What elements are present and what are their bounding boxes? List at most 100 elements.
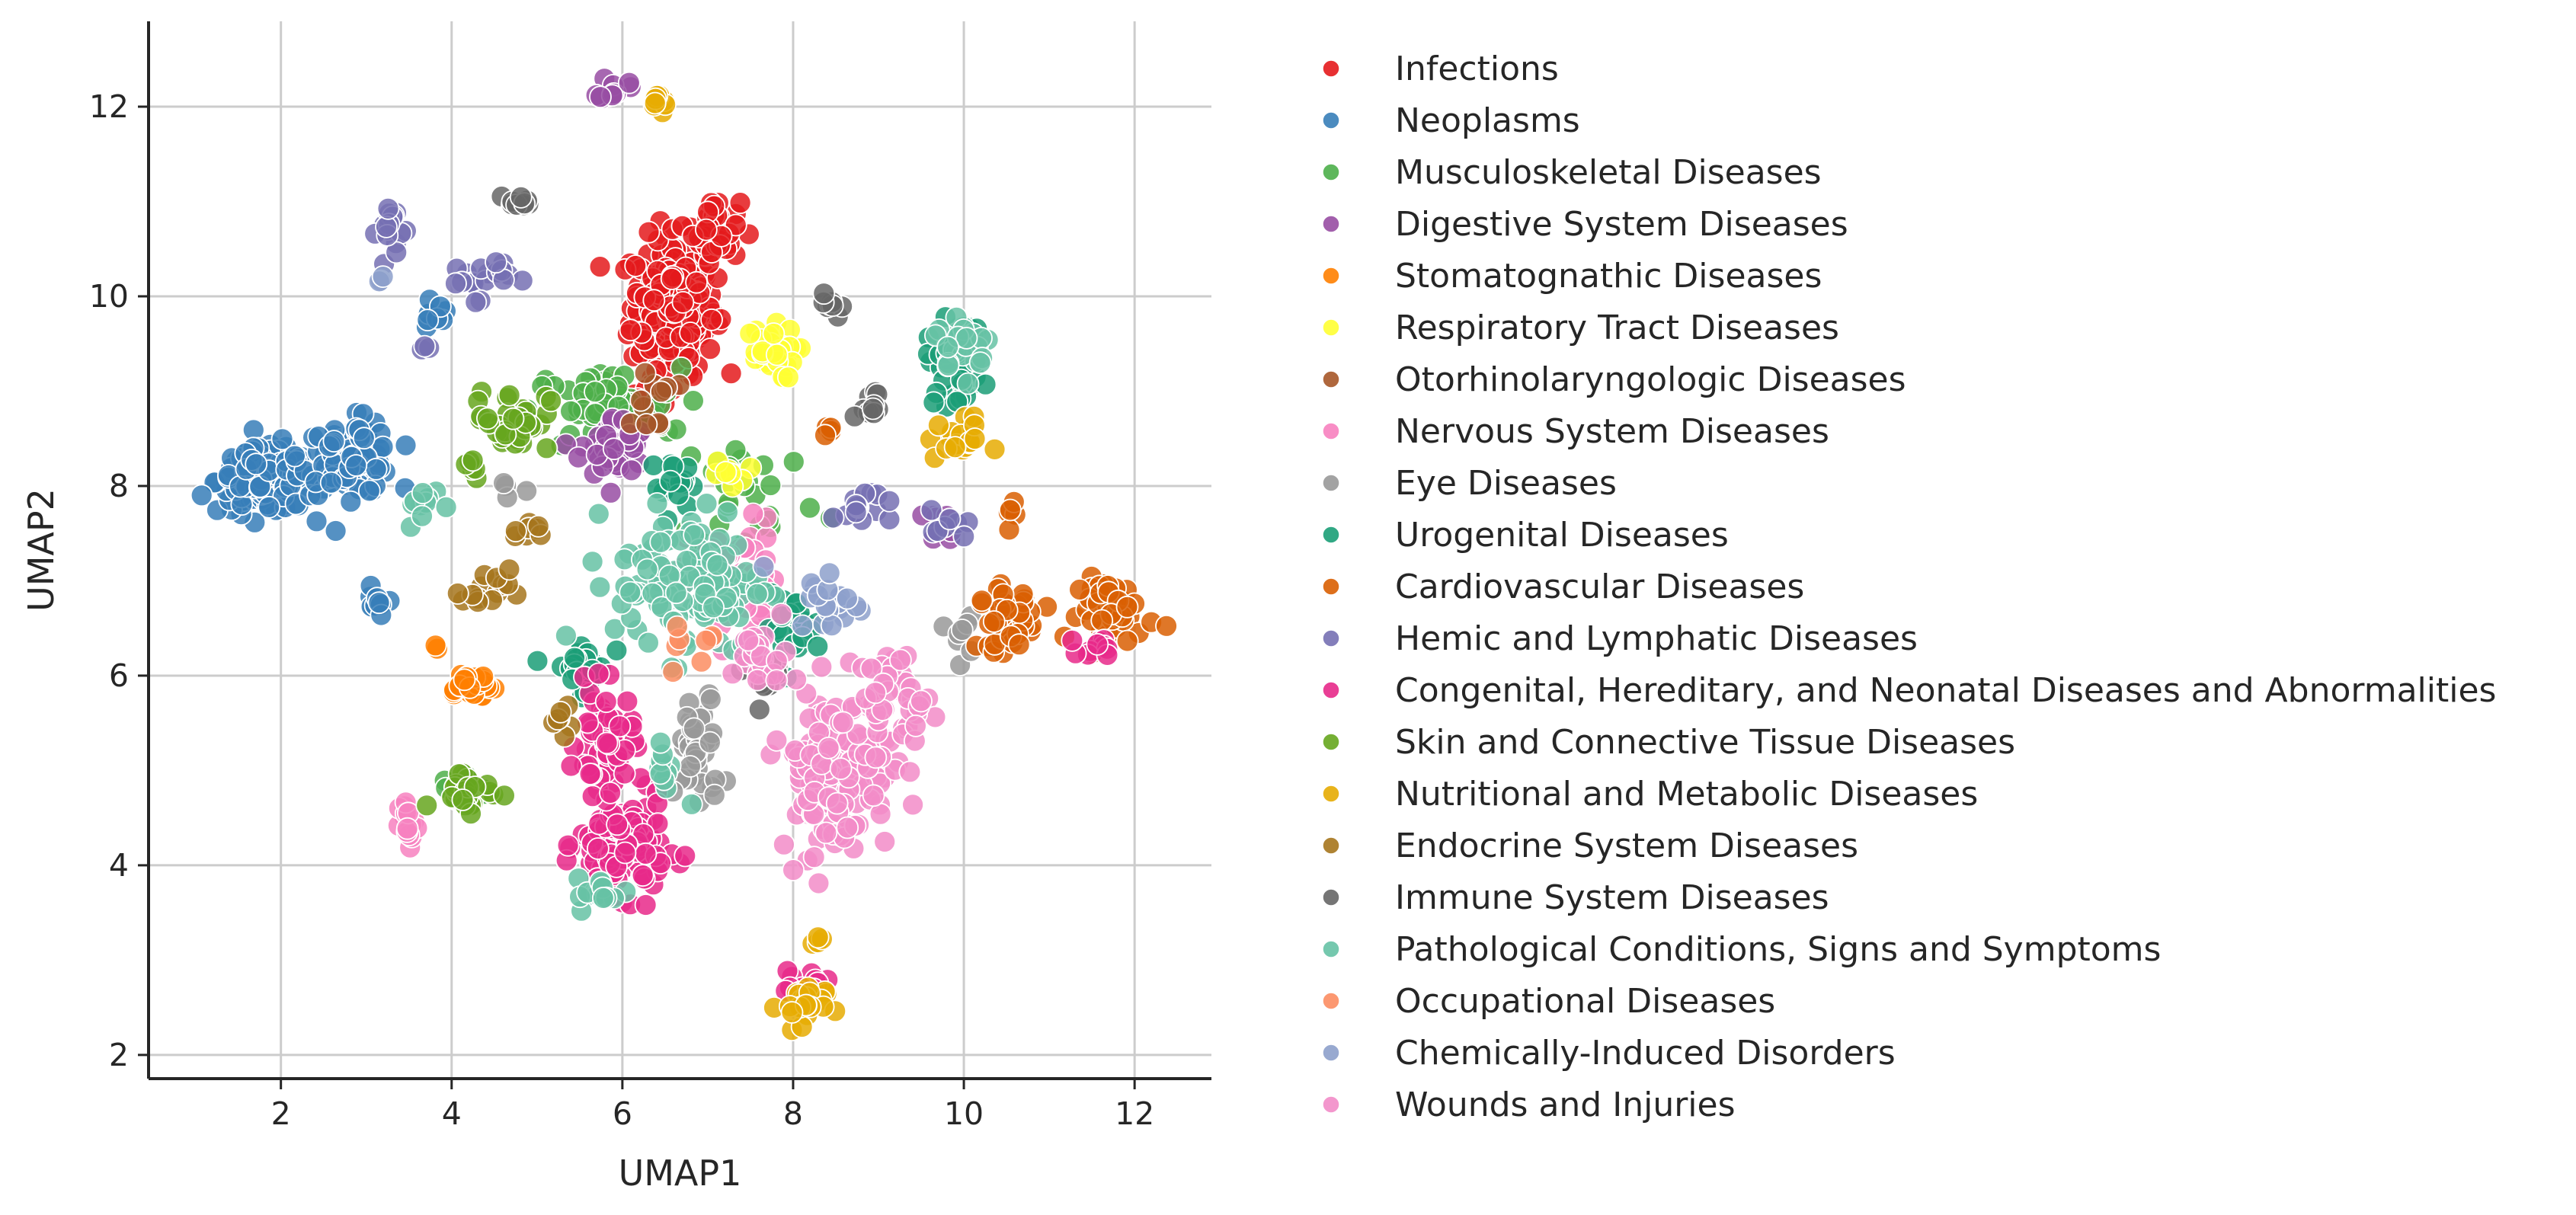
scatter-point (501, 407, 525, 430)
legend-label: Wounds and Injuries (1395, 1086, 1736, 1124)
y-tick-label: 4 (109, 847, 129, 884)
legend-label: Digestive System Diseases (1395, 205, 1848, 244)
scatter-point (526, 514, 550, 538)
scatter-point (357, 479, 381, 503)
scatter-point (591, 887, 615, 910)
scatter-point (535, 436, 558, 460)
scatter-point (864, 746, 888, 769)
scatter-point (602, 437, 626, 461)
scatter-point (305, 510, 328, 533)
legend-marker (1322, 940, 1340, 958)
scatter-point (595, 731, 619, 755)
scatter-point (624, 254, 648, 277)
scatter-point (324, 520, 347, 542)
legend-marker (1322, 267, 1340, 285)
legend-label: Respiratory Tract Diseases (1395, 309, 1839, 347)
scatter-point (637, 220, 661, 244)
scatter-point (424, 634, 447, 657)
scatter-point (983, 438, 1006, 461)
scatter-point (367, 591, 391, 615)
scatter-point (878, 489, 901, 513)
scatter-point (745, 583, 769, 606)
legend-label: Immune System Diseases (1395, 878, 1829, 917)
scatter-point (492, 472, 515, 494)
scatter-point (817, 737, 840, 759)
scatter-point (1155, 614, 1178, 638)
x-tick-label: 4 (442, 1095, 462, 1132)
scatter-point (509, 185, 533, 209)
scatter-point (699, 337, 722, 361)
scatter-point (588, 575, 612, 599)
scatter-point (339, 490, 363, 513)
scatter-point (806, 926, 830, 949)
scatter-point (910, 689, 933, 713)
scatter-point (451, 788, 475, 811)
legend-marker (1322, 1044, 1340, 1062)
scatter-point (700, 308, 723, 331)
scatter-point (599, 481, 622, 504)
scatter-point (831, 711, 855, 734)
legend-label: Urogenital Diseases (1395, 516, 1729, 555)
scatter-point (759, 474, 782, 497)
legend-marker (1322, 577, 1340, 596)
legend-label: Pathological Conditions, Signs and Sympt… (1395, 930, 2161, 969)
scatter-point (453, 668, 476, 692)
y-tick-label: 6 (109, 657, 129, 694)
series-19 (367, 265, 872, 638)
scatter-point (283, 444, 306, 468)
scatter-point (936, 335, 959, 359)
scatter-point (270, 427, 294, 451)
scatter-point (770, 603, 793, 625)
scatter-point (648, 762, 672, 785)
scatter-point (476, 407, 499, 430)
scatter-point (245, 452, 268, 476)
scatter-point (588, 255, 612, 279)
scatter-point (814, 821, 838, 845)
scatter-point (680, 792, 703, 816)
scatter-point (674, 844, 697, 868)
scatter-point (1115, 595, 1139, 619)
scatter-point (413, 334, 437, 358)
scatter-point (352, 427, 376, 450)
legend-label: Chemically-Induced Disorders (1395, 1034, 1896, 1073)
scatter-point (844, 500, 868, 524)
legend-label: Congenital, Hereditary, and Neonatal Dis… (1395, 671, 2496, 710)
scatter-point (901, 793, 924, 817)
legend-marker (1322, 163, 1340, 181)
scatter-point (415, 794, 439, 817)
scatter-point (581, 550, 604, 574)
scatter-point (498, 558, 521, 581)
scatter-point (706, 553, 729, 577)
scatter-point (629, 388, 652, 412)
scatter-point (493, 784, 516, 807)
x-tick-label: 12 (1115, 1095, 1154, 1132)
scatter-point (635, 413, 658, 436)
legend-label: Nervous System Diseases (1395, 412, 1829, 451)
scatter-point (526, 649, 549, 673)
scatter-point (395, 817, 419, 840)
scatter-point (943, 436, 967, 459)
scatter-point (634, 894, 658, 916)
scatter-point (394, 433, 418, 457)
scatter-point (997, 518, 1021, 542)
legend-marker (1322, 681, 1340, 699)
scatter-point (825, 791, 849, 815)
series-0 (588, 191, 760, 456)
legend-marker (1322, 370, 1340, 388)
scatter-point (810, 655, 834, 679)
legend-marker (1322, 526, 1340, 544)
legend-label: Skin and Connective Tissue Diseases (1395, 723, 2015, 762)
legend-label: Musculoskeletal Diseases (1395, 153, 1822, 192)
scatter-point (773, 833, 795, 856)
legend-marker (1322, 836, 1340, 855)
scatter-point (434, 495, 458, 519)
scatter-point (762, 322, 786, 345)
scatter-point (637, 631, 660, 654)
scatter-point (587, 662, 610, 686)
scatter-point (818, 561, 841, 585)
scatter-point (650, 380, 673, 404)
scatter-point (782, 450, 805, 474)
scatter-point (633, 361, 657, 385)
y-tick-label: 10 (89, 278, 129, 315)
legend-marker (1322, 733, 1340, 751)
